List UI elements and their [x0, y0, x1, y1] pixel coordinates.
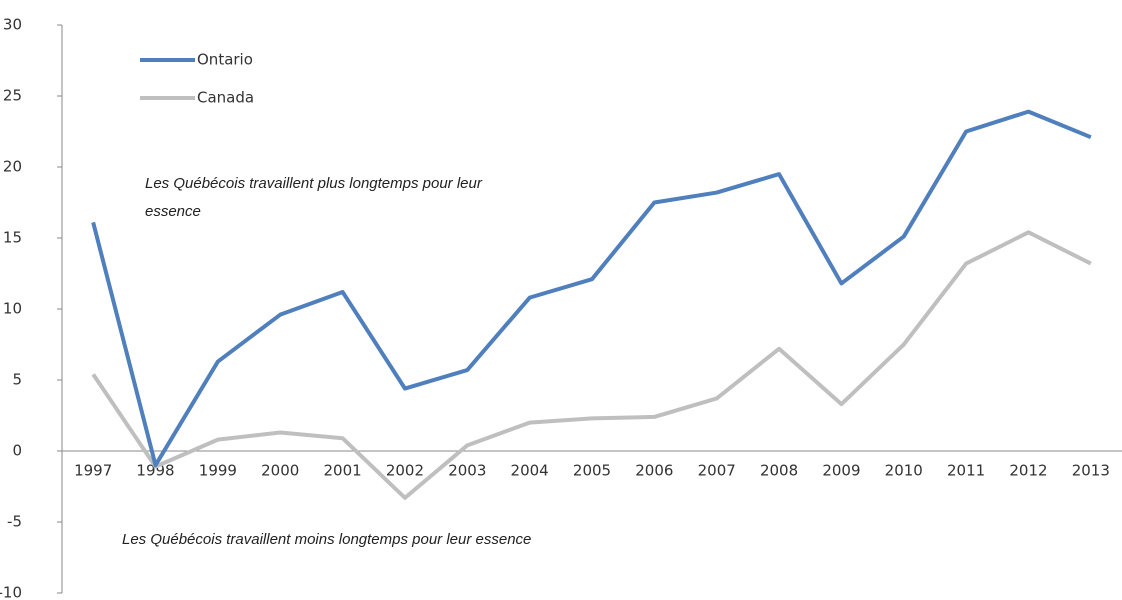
x-tick-label: 2006: [635, 462, 673, 480]
x-tick-label: 2011: [947, 462, 985, 480]
x-tick-label: 2001: [323, 462, 361, 480]
annotation: Les Québécois travaillent moins longtemp…: [122, 531, 531, 548]
x-tick-label: 2005: [573, 462, 611, 480]
x-tick-label: 2007: [698, 462, 736, 480]
x-tick-label: 2004: [511, 462, 549, 480]
series-line: [91, 230, 1092, 500]
y-tick-label: 30: [3, 16, 22, 34]
y-tick-label: 5: [12, 371, 22, 389]
y-tick-label: -5: [7, 513, 22, 531]
x-tick-label: 2010: [885, 462, 923, 480]
x-tick-label: 1999: [199, 462, 237, 480]
x-tick-label: 2000: [261, 462, 299, 480]
annotation: Les Québécois travaillent plus longtemps…: [145, 175, 483, 192]
x-tick-label: 2003: [448, 462, 486, 480]
y-tick-label: 0: [12, 442, 22, 460]
y-tick-label: -10: [0, 584, 22, 600]
x-tick-label: 2009: [822, 462, 860, 480]
y-tick-label: 20: [3, 158, 22, 176]
x-tick-label: 1998: [136, 462, 174, 480]
annotation: essence: [145, 203, 201, 220]
x-tick-label: 1997: [74, 462, 112, 480]
series-line: [91, 109, 1092, 468]
y-tick-label: 15: [3, 229, 22, 247]
x-tick-label: 2002: [386, 462, 424, 480]
x-tick-label: 2012: [1009, 462, 1047, 480]
y-tick-label: 10: [3, 300, 22, 318]
x-tick-label: 2013: [1072, 462, 1110, 480]
y-tick-label: 25: [3, 87, 22, 105]
legend-label: Canada: [197, 89, 254, 107]
legend-label: Ontario: [197, 51, 253, 69]
x-tick-label: 2008: [760, 462, 798, 480]
